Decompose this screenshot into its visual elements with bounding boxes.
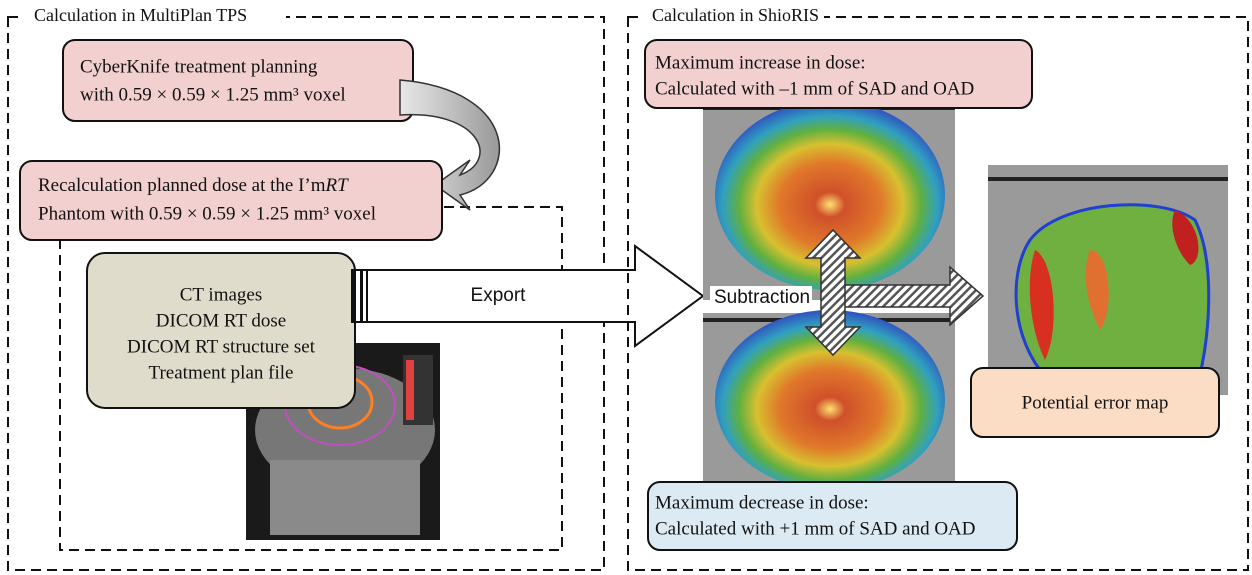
- stripe: [360, 270, 363, 322]
- error-map: [988, 165, 1228, 395]
- box-text: Maximum increase in dose:: [655, 52, 866, 73]
- arrow-label: Export: [471, 285, 527, 306]
- box-text: CT images: [180, 284, 263, 305]
- diagram: Calculation in MultiPlan TPS CyberKnife …: [0, 0, 1252, 575]
- box-text: Recalculation planned dose at the I’mRT: [38, 175, 349, 196]
- text: Recalculation planned dose at the I’m: [38, 175, 326, 196]
- arrow-label: Subtraction: [714, 287, 810, 308]
- export-arrow: [352, 246, 703, 346]
- text: RT: [325, 175, 350, 196]
- panel-title: Calculation in MultiPlan TPS: [34, 5, 247, 25]
- box-text: Treatment plan file: [149, 362, 294, 383]
- box-text: DICOM RT structure set: [127, 336, 316, 357]
- panel-title: Calculation in ShioRIS: [652, 5, 819, 25]
- recalc-box: [20, 161, 442, 240]
- box-text: Potential error map: [1022, 392, 1169, 413]
- box-text: Calculated with +1 mm of SAD and OAD: [655, 518, 975, 539]
- box-text: Calculated with –1 mm of SAD and OAD: [655, 78, 974, 99]
- box-text: CyberKnife treatment planning: [80, 56, 318, 77]
- box-text: Phantom with 0.59 × 0.59 × 1.25 mm³ voxe…: [38, 203, 376, 224]
- box-text: with 0.59 × 0.59 × 1.25 mm³ voxel: [80, 84, 346, 105]
- box-text: Maximum decrease in dose:: [655, 492, 869, 513]
- box-text: DICOM RT dose: [156, 310, 286, 331]
- stripe: [352, 270, 356, 322]
- stripe: [366, 270, 368, 322]
- planning-box: [63, 40, 413, 121]
